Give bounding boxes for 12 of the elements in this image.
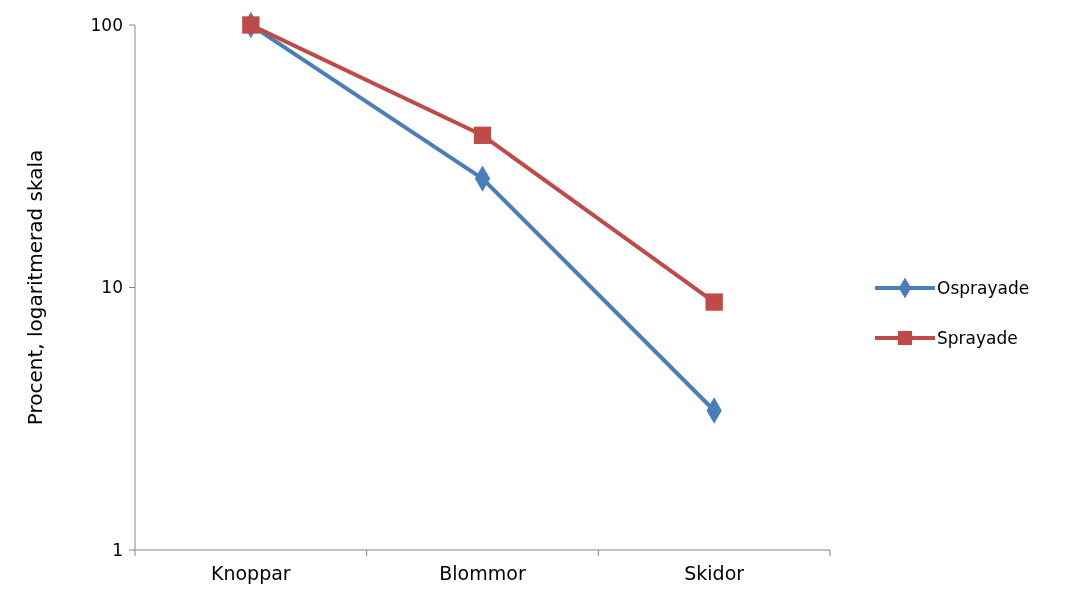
x-tick-label: Blommor (439, 562, 526, 584)
x-tick-label: Skidor (684, 562, 745, 584)
point (242, 16, 260, 34)
y-tick-label: 100 (90, 14, 123, 35)
x-tick-label: Knoppar (210, 562, 291, 584)
point (705, 293, 723, 311)
point (473, 126, 492, 144)
y-axis-title: Procent, logaritmerad skala (23, 149, 47, 426)
y-tick-label: 10 (101, 277, 123, 298)
legend-label: Sprayade (937, 327, 1018, 348)
legend-label: Osprayade (937, 277, 1030, 298)
y-tick-label: 1 (112, 539, 123, 560)
